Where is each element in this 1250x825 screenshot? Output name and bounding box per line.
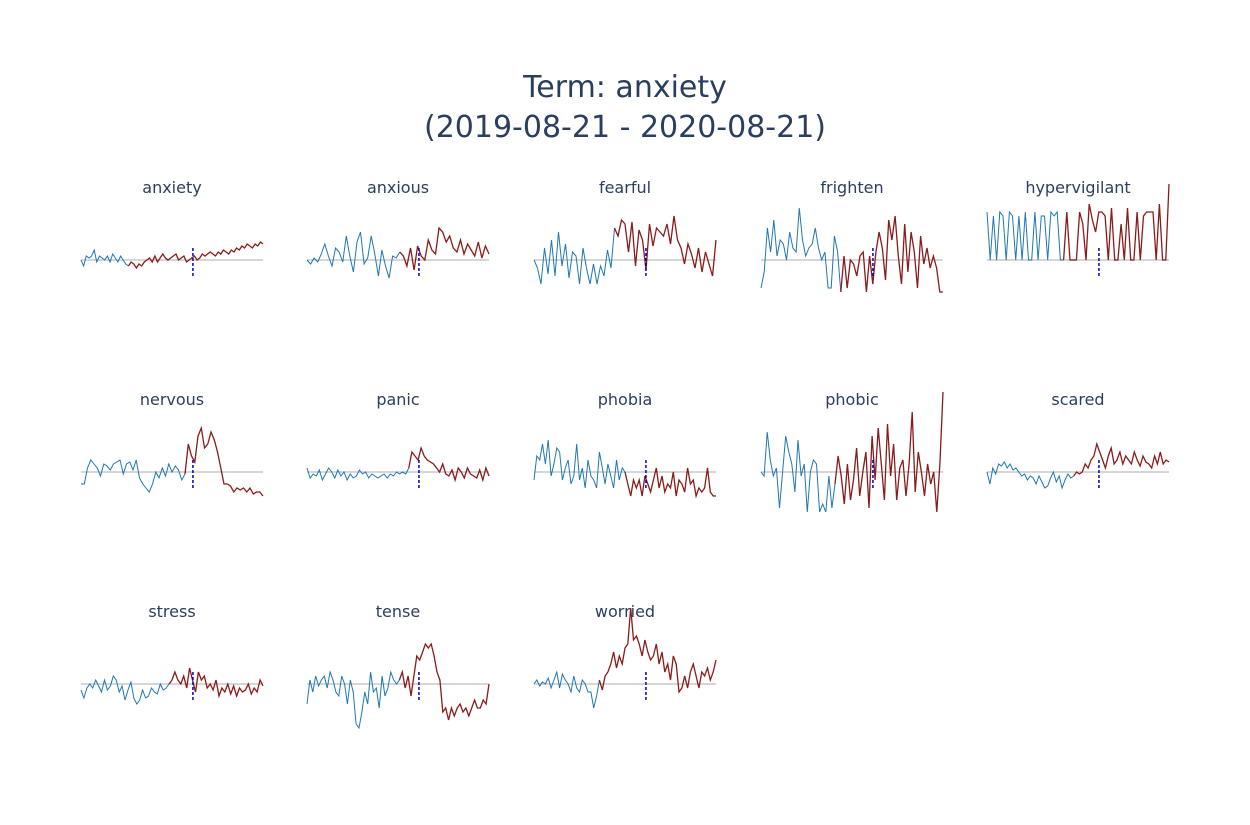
subplot-stress: stress (80, 602, 264, 752)
series-after-line (834, 391, 944, 513)
subplot-title: stress (148, 602, 196, 621)
subplot-plot-area (306, 445, 490, 488)
subplot-plot-area (986, 441, 1170, 490)
title-line-1: Term: anxiety (523, 70, 727, 105)
series-before-line (760, 207, 842, 293)
subplot-plot-area (533, 215, 717, 285)
series-after-line (127, 241, 264, 270)
series-before-line (80, 674, 170, 705)
subplot-fearful: fearful (533, 178, 717, 328)
series-before-line (533, 227, 615, 285)
series-after-line (840, 215, 943, 293)
series-after-line (613, 215, 717, 277)
subplot-title: phobic (825, 390, 879, 409)
series-after-line (598, 607, 717, 694)
series-after-line (624, 467, 716, 499)
subplot-tense: tense (306, 602, 490, 752)
series-after-line (184, 425, 264, 497)
series-after-line (398, 642, 490, 721)
subplot-title: worried (594, 602, 656, 621)
subplot-scared: scared (986, 390, 1170, 540)
subplot-anxious: anxious (306, 178, 490, 328)
subplot-plot-area (306, 642, 490, 730)
series-before-line (533, 670, 600, 709)
series-after-line (399, 226, 490, 271)
subplot-plot-area (80, 667, 264, 705)
subplot-plot-area (986, 183, 1170, 276)
subplot-title: panic (376, 390, 420, 409)
series-before-line (306, 670, 400, 730)
subplot-frighten: frighten (760, 178, 943, 328)
subplot-plot-area (81, 425, 264, 497)
subplot-title: fearful (598, 178, 652, 197)
subplot-plot-area (80, 241, 264, 276)
series-before-line (533, 439, 626, 489)
subplot-phobic: phobic (760, 390, 944, 540)
page-title: Term: anxiety (2019-08-21 - 2020-08-21) (0, 68, 1250, 148)
subplot-title: phobia (597, 390, 653, 409)
series-before-line (760, 431, 836, 513)
subplot-plot-area (533, 607, 717, 709)
series-before-line (80, 248, 129, 268)
subplot-anxiety: anxiety (80, 178, 264, 328)
series-before-line (986, 461, 1074, 490)
series-before-line (81, 459, 186, 493)
series-before-line (306, 231, 401, 279)
subplot-worried: worried (533, 602, 717, 752)
subplot-hypervigilant: hypervigilant (986, 178, 1170, 328)
subplot-plot-area (760, 207, 943, 293)
subplot-title: hypervigilant (1025, 178, 1131, 197)
subplot-nervous: nervous (81, 390, 264, 540)
series-before-line (306, 467, 410, 482)
subplot-title: nervous (139, 390, 205, 409)
subplot-title: anxious (366, 178, 430, 197)
subplot-title: frighten (820, 178, 884, 197)
subplot-plot-area (533, 439, 716, 499)
subplot-title: scared (1051, 390, 1105, 409)
title-line-2: (2019-08-21 - 2020-08-21) (424, 110, 826, 145)
series-after-line (168, 667, 264, 699)
subplot-title: tense (375, 602, 421, 621)
subplot-phobia: phobia (533, 390, 716, 540)
subplot-panic: panic (306, 390, 490, 540)
series-after-line (1073, 441, 1170, 477)
subplot-title: anxiety (142, 178, 202, 197)
series-after-line (1062, 183, 1170, 261)
subplot-plot-area (306, 226, 490, 279)
subplot-plot-area (760, 391, 944, 513)
series-after-line (408, 445, 490, 483)
series-before-line (986, 210, 1064, 261)
